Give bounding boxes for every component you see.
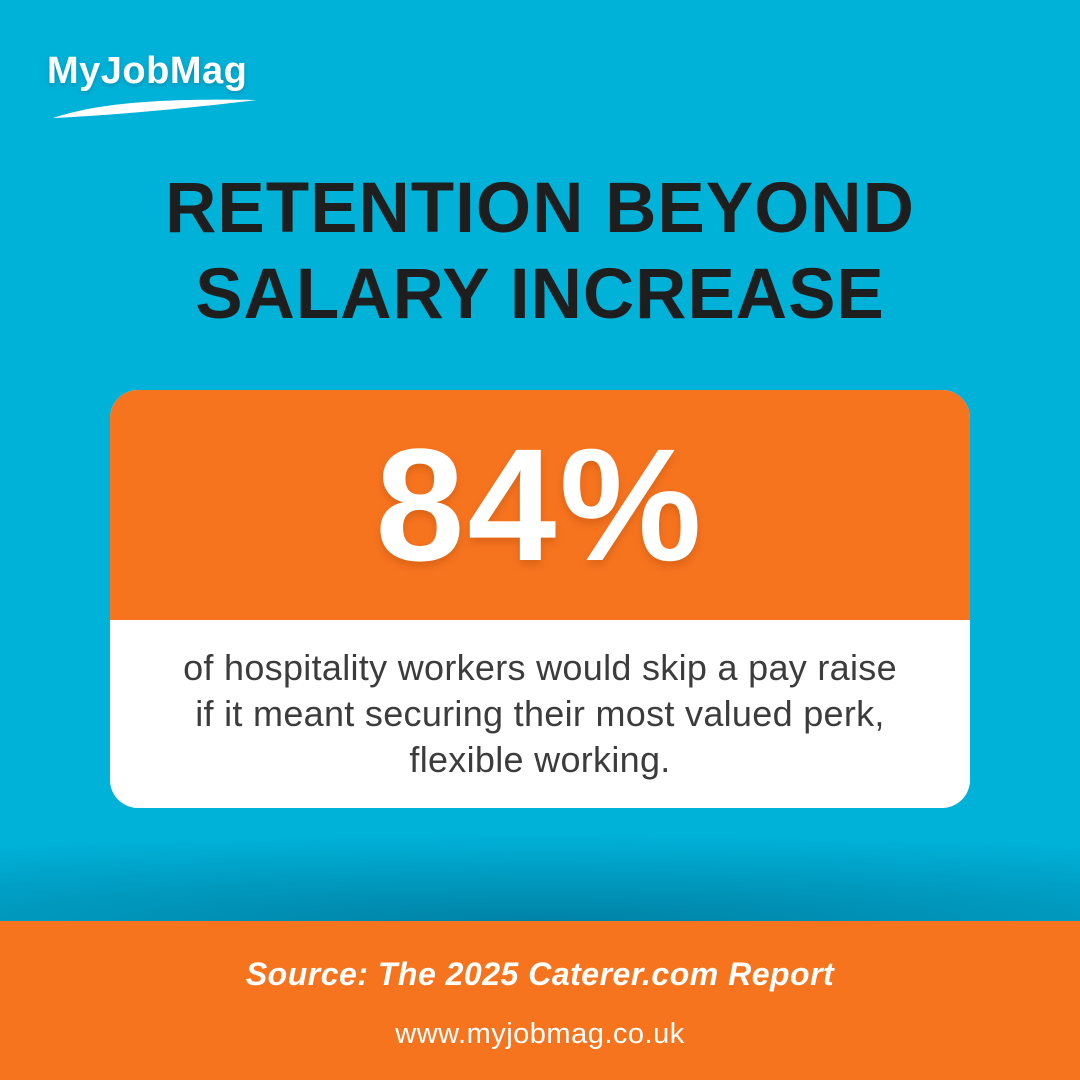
logo-swoosh-icon [53,99,257,118]
stat-value-panel: 84% [110,390,970,620]
brand-logo: MyJobMag [47,50,259,120]
footer-bar: Source: The 2025 Caterer.com Report www.… [0,921,1080,1080]
footer-shadow-gradient [0,811,1080,921]
page-title: RETENTION BEYOND SALARY INCREASE [0,166,1080,338]
stat-description-line-1: of hospitality workers would skip a pay … [183,647,897,688]
stat-description-line-2: if it meant securing their most valued p… [195,693,885,734]
heading-line-1: RETENTION BEYOND [165,169,915,248]
brand-logo-text: MyJobMag [47,50,248,92]
website-url: www.myjobmag.co.uk [395,1018,685,1050]
source-citation: Source: The 2025 Caterer.com Report [245,956,835,992]
stat-value: 84% [375,415,705,594]
stat-description-panel: of hospitality workers would skip a pay … [110,620,970,808]
stat-card: 84% of hospitality workers would skip a … [110,390,970,808]
stat-description-line-3: flexible working. [409,739,671,780]
heading-line-2: SALARY INCREASE [195,255,885,334]
